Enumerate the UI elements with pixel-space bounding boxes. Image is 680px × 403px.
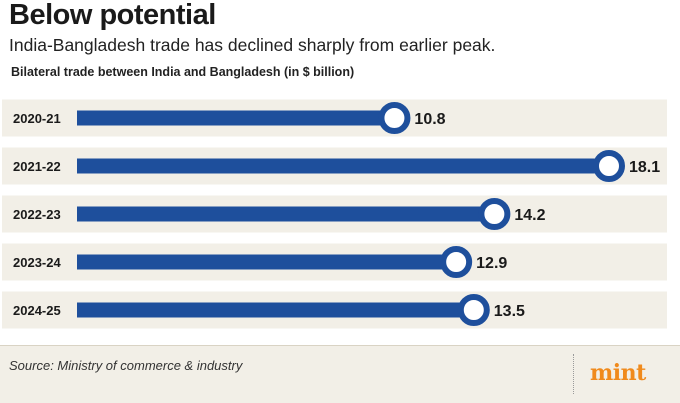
mint-logo: mint [590,360,646,386]
bar [77,206,495,222]
value-label: 14.2 [514,207,545,224]
bar [77,254,457,270]
value-label: 12.9 [476,255,507,272]
bar-end-marker [457,294,490,326]
footer-divider [573,354,574,394]
bar-end-marker [593,150,625,182]
unit-note: Bilateral trade between India and Bangla… [11,65,355,79]
value-label: 13.5 [494,303,525,320]
chart-title: Below potential [9,0,216,31]
chart-area: 2020-21 10.8 2021-22 18.1 2022-23 14.2 2023-24… [0,95,680,335]
source-note: Source: Ministry of commerce & industry [9,358,243,373]
bar [77,158,609,174]
bar-end-marker [440,246,473,278]
chart-subtitle: India-Bangladesh trade has declined shar… [9,35,496,55]
bar [77,302,474,318]
value-label: 18.1 [629,159,660,176]
bar-end-marker [378,102,411,134]
bar-chart: 2020-21 10.8 2021-22 18.1 2022-23 14.2 2023-24… [2,99,667,329]
category-label: 2022-23 [13,207,61,222]
category-label: 2024-25 [13,303,61,318]
value-label: 10.8 [414,111,445,128]
bar-end-marker [478,198,511,230]
footer: Source: Ministry of commerce & industry … [0,345,680,403]
bar [77,110,395,126]
category-label: 2021-22 [13,159,61,174]
category-label: 2023-24 [13,255,61,270]
category-label: 2020-21 [13,111,61,126]
